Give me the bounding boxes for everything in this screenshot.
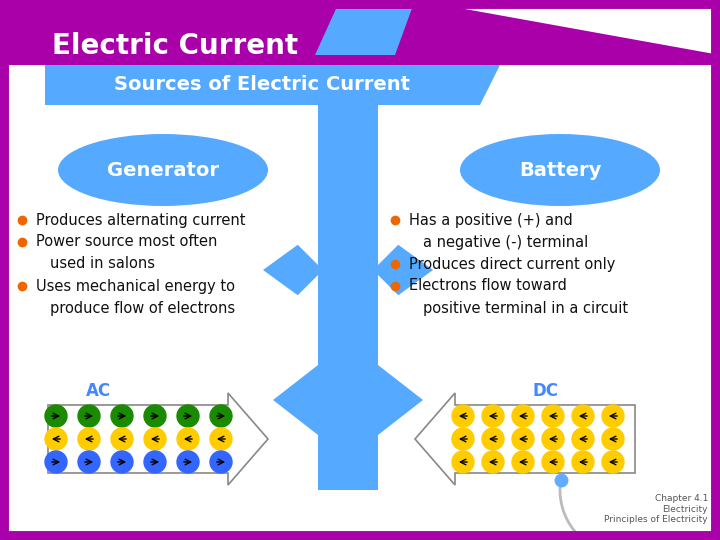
- Circle shape: [602, 451, 624, 473]
- FancyBboxPatch shape: [0, 0, 720, 65]
- Polygon shape: [263, 230, 318, 310]
- Circle shape: [78, 451, 100, 473]
- Text: Produces direct current only: Produces direct current only: [409, 256, 616, 272]
- Circle shape: [144, 405, 166, 427]
- Circle shape: [572, 451, 594, 473]
- Text: Generator: Generator: [107, 160, 219, 179]
- Circle shape: [542, 405, 564, 427]
- Polygon shape: [283, 275, 318, 310]
- Text: Chapter 4.1
Electricity
Principles of Electricity: Chapter 4.1 Electricity Principles of El…: [604, 494, 708, 524]
- Text: Electrons flow toward: Electrons flow toward: [409, 279, 567, 294]
- Circle shape: [482, 428, 504, 450]
- Circle shape: [177, 405, 199, 427]
- Text: a negative (-) terminal: a negative (-) terminal: [423, 234, 588, 249]
- Text: AC: AC: [86, 382, 111, 400]
- Circle shape: [111, 405, 133, 427]
- Circle shape: [144, 428, 166, 450]
- Text: Has a positive (+) and: Has a positive (+) and: [409, 213, 572, 227]
- Circle shape: [111, 428, 133, 450]
- Circle shape: [177, 428, 199, 450]
- Circle shape: [45, 451, 67, 473]
- Text: Sources of Electric Current: Sources of Electric Current: [114, 76, 410, 94]
- Polygon shape: [273, 365, 318, 435]
- Polygon shape: [415, 393, 635, 485]
- Circle shape: [512, 451, 534, 473]
- Text: DC: DC: [532, 382, 558, 400]
- Text: positive terminal in a circuit: positive terminal in a circuit: [423, 300, 628, 315]
- Circle shape: [78, 428, 100, 450]
- Text: Produces alternating current: Produces alternating current: [36, 213, 246, 227]
- Circle shape: [45, 405, 67, 427]
- Text: produce flow of electrons: produce flow of electrons: [50, 300, 235, 315]
- Circle shape: [602, 428, 624, 450]
- Circle shape: [78, 405, 100, 427]
- Polygon shape: [378, 230, 433, 310]
- Circle shape: [144, 451, 166, 473]
- Ellipse shape: [460, 134, 660, 206]
- Circle shape: [542, 428, 564, 450]
- Polygon shape: [0, 0, 720, 65]
- Circle shape: [452, 405, 474, 427]
- Circle shape: [45, 428, 67, 450]
- Polygon shape: [378, 230, 413, 265]
- Polygon shape: [378, 365, 423, 435]
- Circle shape: [482, 405, 504, 427]
- Circle shape: [482, 451, 504, 473]
- Circle shape: [542, 451, 564, 473]
- Polygon shape: [283, 230, 318, 265]
- Circle shape: [111, 451, 133, 473]
- Text: Battery: Battery: [519, 160, 601, 179]
- FancyBboxPatch shape: [318, 105, 378, 490]
- Polygon shape: [45, 65, 500, 105]
- Circle shape: [210, 451, 232, 473]
- Ellipse shape: [58, 134, 268, 206]
- Circle shape: [210, 405, 232, 427]
- Text: Power source most often: Power source most often: [36, 234, 217, 249]
- Text: used in salons: used in salons: [50, 256, 155, 272]
- Polygon shape: [48, 393, 268, 485]
- Polygon shape: [378, 275, 413, 310]
- Text: Electric Current: Electric Current: [52, 32, 298, 60]
- Circle shape: [572, 428, 594, 450]
- Circle shape: [512, 428, 534, 450]
- Circle shape: [572, 405, 594, 427]
- Polygon shape: [380, 0, 720, 55]
- Circle shape: [512, 405, 534, 427]
- Polygon shape: [315, 0, 415, 55]
- Text: Uses mechanical energy to: Uses mechanical energy to: [36, 279, 235, 294]
- Circle shape: [177, 451, 199, 473]
- Circle shape: [602, 405, 624, 427]
- Circle shape: [452, 451, 474, 473]
- Circle shape: [210, 428, 232, 450]
- Circle shape: [452, 428, 474, 450]
